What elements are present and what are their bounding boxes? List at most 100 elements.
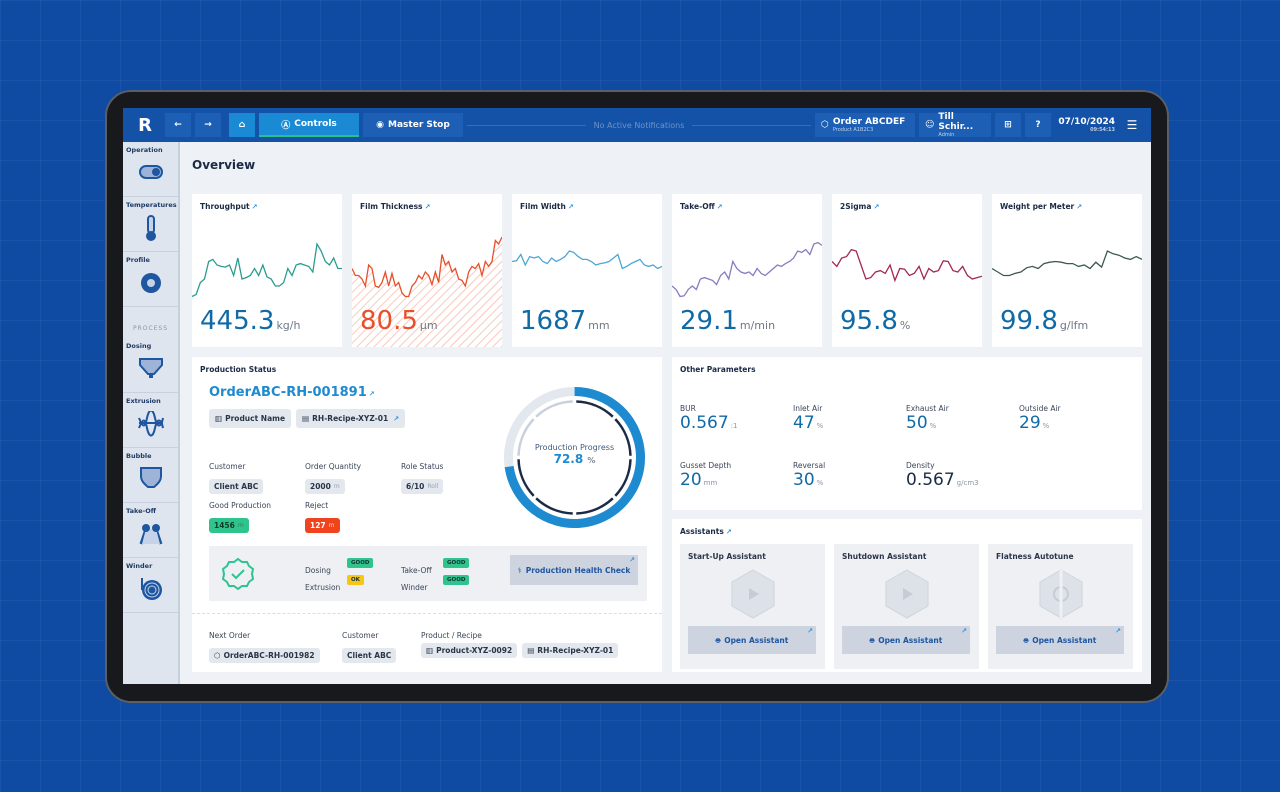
verified-badge-icon <box>221 557 255 591</box>
sidebar-item-label: Dosing <box>126 342 152 350</box>
apps-button[interactable]: ⊞ <box>995 113 1021 137</box>
inner-ring-segment <box>576 497 614 515</box>
role-value: 6/10 Roll <box>401 479 444 494</box>
sidebar-item-profile[interactable]: Profile <box>123 252 178 307</box>
sidebar-item-temperatures[interactable]: Temperatures <box>123 197 178 252</box>
master-stop-label: Master Stop <box>388 120 450 130</box>
customer-label: Customer <box>209 462 246 471</box>
sidebar-item-label: Operation <box>126 146 163 154</box>
controls-tab[interactable]: Ⓐ Controls <box>259 113 359 137</box>
assistant-card: Flatness Autotune 🤖︎ Open Assistant ↗ <box>988 544 1133 669</box>
next-recipe-chip[interactable]: ▤ RH-Recipe-XYZ-01 <box>522 643 619 658</box>
status-badge: GOOD <box>443 575 470 585</box>
order-button[interactable]: ⬡ Order ABCDEF Product A1B2C3 <box>815 113 915 137</box>
inner-ring-segment <box>614 459 632 497</box>
user-button[interactable]: ☺ Till Schir... Admin <box>919 112 991 138</box>
kpi-value: 445.3 kg/h <box>200 306 301 336</box>
time: 09:54:13 <box>1090 127 1115 133</box>
good-label: Good Production <box>209 501 272 510</box>
next-order-label: Next Order <box>209 631 251 640</box>
hopper-icon <box>138 358 163 378</box>
next-customer-label: Customer <box>342 631 379 640</box>
sidebar-item-extrusion[interactable]: Extrusion <box>123 393 178 448</box>
sidebar-item-bubble[interactable]: Bubble <box>123 448 178 503</box>
master-stop-button[interactable]: ◉ Master Stop <box>363 113 463 137</box>
external-link-icon: ↗ <box>567 203 574 211</box>
back-button[interactable]: ← <box>165 113 191 137</box>
open-assistant-button[interactable]: 🤖︎ Open Assistant ↗ <box>842 626 970 654</box>
progress-value: 72.8 <box>553 452 584 466</box>
sparkline-line <box>352 236 502 298</box>
status-badge: OK <box>347 575 364 585</box>
kpi-card-film-thickness[interactable]: Film Thickness ↗ 80.5 µm <box>352 194 502 347</box>
app-logo: R <box>138 114 152 136</box>
order-sub: Product A1B2C3 <box>832 127 874 133</box>
sidebar-item-winder[interactable]: Winder <box>123 558 178 613</box>
assistants-title[interactable]: Assistants ↗ <box>680 527 732 536</box>
product-name-chip[interactable]: ▥ Product Name <box>209 409 292 428</box>
profile-icon <box>140 273 161 293</box>
parameter-outside-air: Outside Air 29% <box>1019 404 1061 433</box>
top-bar: R ← → ⌂ Ⓐ Controls ◉ Master Stop No Active… <box>123 108 1151 142</box>
parameter-bur: BUR 0.567:1 <box>680 404 738 433</box>
kpi-card-2sigma[interactable]: 2Sigma ↗ 95.8% <box>832 194 982 347</box>
bubble-icon <box>139 467 162 488</box>
forward-button[interactable]: → <box>195 113 221 137</box>
notification-bar[interactable]: No Active Notifications <box>467 121 811 130</box>
play-hexagon-icon <box>885 569 929 619</box>
production-status-panel: Production Status OrderABC-RH-001891 ↗ ▥ P… <box>192 357 662 672</box>
kpi-sparkline <box>832 248 982 283</box>
next-order-chip[interactable]: ⬡ OrderABC-RH-001982 <box>209 648 320 663</box>
open-assistant-button[interactable]: 🤖︎ Open Assistant ↗ <box>688 626 816 654</box>
recipe-chip[interactable]: ▤ RH-Recipe-XYZ-01 ↗ <box>296 409 406 428</box>
production-status-title: Production Status <box>200 365 277 374</box>
home-button[interactable]: ⌂ <box>229 113 255 137</box>
open-assistant-button[interactable]: 🤖︎ Open Assistant ↗ <box>996 626 1124 654</box>
kpi-card-take-off[interactable]: Take-Off ↗ 29.1 m/min <box>672 194 822 347</box>
sparkline-line <box>832 248 982 283</box>
kpi-value: 80.5 µm <box>360 306 438 336</box>
barcode-icon: ▥ <box>426 646 434 655</box>
inner-ring-segment <box>517 418 535 456</box>
progress-arc <box>504 387 645 528</box>
sidebar-item-label: Take-Off <box>126 507 157 515</box>
kpi-value: 1687 mm <box>520 306 610 336</box>
parameter-reversal: Reversal 30% <box>793 461 826 490</box>
inner-ring-segment <box>535 400 573 418</box>
kpi-sparkline <box>672 241 822 298</box>
controls-label: Controls <box>294 119 337 129</box>
kpi-card-film-width[interactable]: Film Width ↗ 1687 mm <box>512 194 662 347</box>
kpi-card-throughput[interactable]: Throughput ↗ 445.3 kg/h <box>192 194 342 347</box>
inner-ring-segment <box>535 497 573 515</box>
sparkline-line <box>192 242 342 298</box>
sidebar-item-operation[interactable]: Operation <box>123 142 178 197</box>
recipe-icon: ▤ <box>302 414 310 423</box>
kpi-sparkline <box>352 236 502 347</box>
user-icon: ☺ <box>925 120 935 130</box>
order-title: Order ABCDEF <box>832 117 906 127</box>
help-button[interactable]: ? <box>1025 113 1051 137</box>
kpi-sparkline <box>512 250 662 270</box>
external-link-icon: ↗ <box>251 203 258 211</box>
external-link-icon: ↗ <box>1076 203 1083 211</box>
sidebar: Operation Temperatures Profile PROCESS Dosin… <box>123 142 180 684</box>
box-icon: ⬡ <box>214 651 221 660</box>
kpi-card-weight-per-meter[interactable]: Weight per Meter ↗ 99.8 g/lfm <box>992 194 1142 347</box>
menu-icon[interactable]: ☰ <box>1126 118 1138 132</box>
winder-icon <box>140 578 162 600</box>
app-screen: R ← → ⌂ Ⓐ Controls ◉ Master Stop No Active… <box>123 108 1151 684</box>
robot-icon: 🤖︎ <box>869 635 875 645</box>
recipe-icon: ▤ <box>527 646 535 655</box>
reject-label: Reject <box>305 501 329 510</box>
other-parameters-title: Other Parameters <box>680 365 756 374</box>
health-check-button[interactable]: ⚕ Production Health Check ↗ <box>510 555 638 585</box>
stop-icon: ◉ <box>376 120 385 130</box>
sidebar-item-take-off[interactable]: Take-Off <box>123 503 178 558</box>
order-id-link[interactable]: OrderABC-RH-001891 ↗ <box>209 385 375 400</box>
next-product-chip[interactable]: ▥ Product-XYZ-0092 <box>421 643 518 658</box>
sidebar-item-dosing[interactable]: Dosing <box>123 338 178 393</box>
autotune-hexagon-icon <box>1039 569 1083 619</box>
health-item: Dosing GOOD <box>305 558 395 577</box>
sidebar-item-label: Temperatures <box>126 201 177 209</box>
next-customer-chip: Client ABC <box>342 648 397 663</box>
